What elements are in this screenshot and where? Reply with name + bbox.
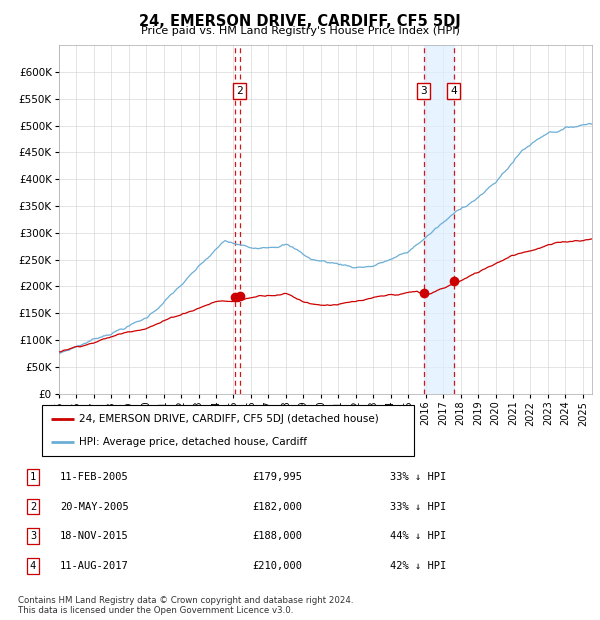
Text: 11-AUG-2017: 11-AUG-2017 — [60, 561, 129, 571]
Text: 3: 3 — [420, 86, 427, 96]
Text: 4: 4 — [30, 561, 36, 571]
Text: £179,995: £179,995 — [252, 472, 302, 482]
Text: 2: 2 — [30, 502, 36, 512]
Text: £182,000: £182,000 — [252, 502, 302, 512]
Text: 24, EMERSON DRIVE, CARDIFF, CF5 5DJ (detached house): 24, EMERSON DRIVE, CARDIFF, CF5 5DJ (det… — [79, 414, 379, 423]
Text: 24, EMERSON DRIVE, CARDIFF, CF5 5DJ: 24, EMERSON DRIVE, CARDIFF, CF5 5DJ — [139, 14, 461, 29]
Text: £210,000: £210,000 — [252, 561, 302, 571]
Text: 20-MAY-2005: 20-MAY-2005 — [60, 502, 129, 512]
FancyBboxPatch shape — [42, 405, 414, 456]
Text: 2: 2 — [236, 86, 244, 96]
Text: Contains HM Land Registry data © Crown copyright and database right 2024.
This d: Contains HM Land Registry data © Crown c… — [18, 596, 353, 615]
Text: HPI: Average price, detached house, Cardiff: HPI: Average price, detached house, Card… — [79, 437, 307, 447]
Text: 11-FEB-2005: 11-FEB-2005 — [60, 472, 129, 482]
Text: 33% ↓ HPI: 33% ↓ HPI — [390, 502, 446, 512]
Text: 44% ↓ HPI: 44% ↓ HPI — [390, 531, 446, 541]
Text: 18-NOV-2015: 18-NOV-2015 — [60, 531, 129, 541]
Text: 33% ↓ HPI: 33% ↓ HPI — [390, 472, 446, 482]
Text: 4: 4 — [451, 86, 457, 96]
Text: £188,000: £188,000 — [252, 531, 302, 541]
Text: 3: 3 — [30, 531, 36, 541]
Text: Price paid vs. HM Land Registry's House Price Index (HPI): Price paid vs. HM Land Registry's House … — [140, 26, 460, 36]
Bar — [424, 45, 454, 394]
Text: 1: 1 — [30, 472, 36, 482]
Text: 42% ↓ HPI: 42% ↓ HPI — [390, 561, 446, 571]
